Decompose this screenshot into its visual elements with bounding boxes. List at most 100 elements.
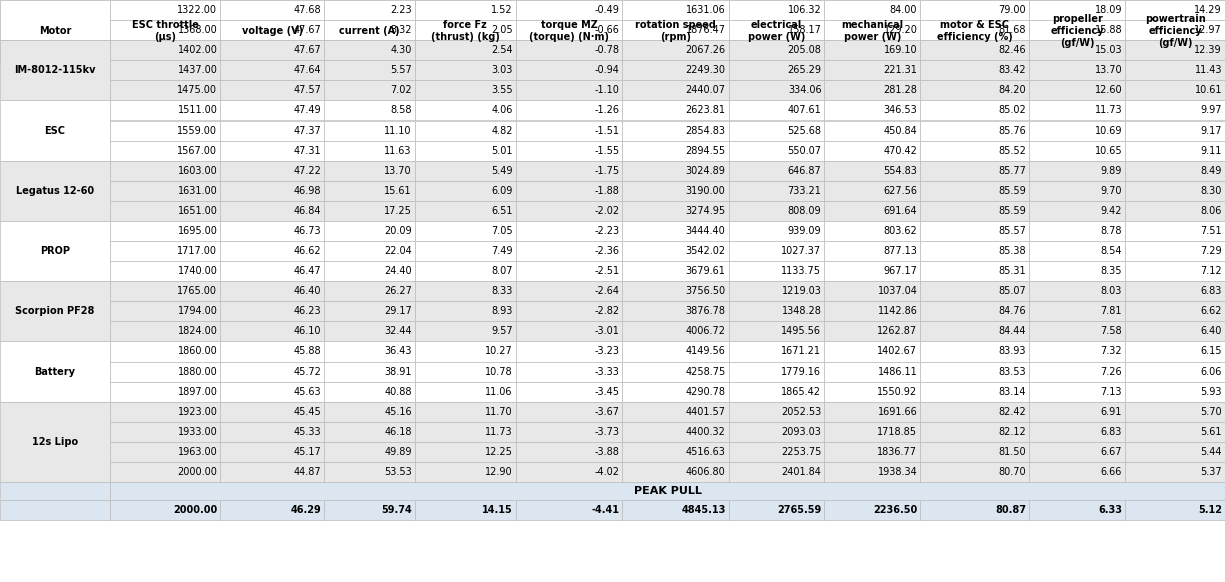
Bar xyxy=(415,402,516,422)
Bar xyxy=(110,402,220,422)
Bar xyxy=(325,382,415,402)
Bar xyxy=(824,281,920,301)
Bar xyxy=(325,0,415,62)
Text: force Fz
(thrust) (kg): force Fz (thrust) (kg) xyxy=(431,20,500,42)
Bar xyxy=(516,0,622,62)
Text: -1.51: -1.51 xyxy=(594,126,619,136)
Bar xyxy=(729,80,824,101)
Bar xyxy=(1029,40,1126,61)
Text: -3.67: -3.67 xyxy=(594,407,619,417)
Text: 11.73: 11.73 xyxy=(485,427,513,437)
Text: 8.78: 8.78 xyxy=(1101,226,1122,236)
Text: 3274.95: 3274.95 xyxy=(686,206,725,216)
Bar xyxy=(220,281,325,301)
Bar xyxy=(516,61,622,80)
Bar xyxy=(1126,101,1225,120)
Bar xyxy=(1029,181,1126,201)
Text: PEAK PULL: PEAK PULL xyxy=(633,486,702,496)
Text: 83.53: 83.53 xyxy=(998,367,1027,377)
Bar xyxy=(516,120,622,141)
Text: -1.55: -1.55 xyxy=(594,146,619,155)
Bar xyxy=(220,500,325,520)
Bar xyxy=(0,161,110,221)
Bar xyxy=(1029,161,1126,181)
Bar xyxy=(415,361,516,382)
Bar xyxy=(415,141,516,161)
Text: 1219.03: 1219.03 xyxy=(782,286,822,296)
Bar xyxy=(824,382,920,402)
Bar xyxy=(110,382,220,402)
Text: 83.14: 83.14 xyxy=(998,386,1027,396)
Text: 9.57: 9.57 xyxy=(491,327,513,336)
Text: 627.56: 627.56 xyxy=(883,186,918,196)
Bar xyxy=(824,462,920,482)
Bar xyxy=(110,221,220,241)
Text: 1402.67: 1402.67 xyxy=(877,346,918,356)
Bar xyxy=(1126,301,1225,321)
Text: 82.42: 82.42 xyxy=(998,407,1027,417)
Bar xyxy=(1029,241,1126,261)
Bar xyxy=(920,422,1029,442)
Bar xyxy=(110,342,220,361)
Text: 49.89: 49.89 xyxy=(385,447,412,457)
Text: ESC: ESC xyxy=(44,126,66,136)
Text: 26.27: 26.27 xyxy=(383,286,412,296)
Bar xyxy=(110,442,220,462)
Bar xyxy=(1126,221,1225,241)
Text: 40.88: 40.88 xyxy=(385,386,412,396)
Bar xyxy=(824,342,920,361)
Bar xyxy=(220,201,325,221)
Bar xyxy=(110,161,220,181)
Bar xyxy=(1126,361,1225,382)
Text: 6.06: 6.06 xyxy=(1200,367,1223,377)
Text: 346.53: 346.53 xyxy=(883,105,918,115)
Text: 2854.83: 2854.83 xyxy=(686,126,725,136)
Bar xyxy=(824,321,920,342)
Bar xyxy=(729,0,824,20)
Text: 85.76: 85.76 xyxy=(998,126,1027,136)
Text: 1027.37: 1027.37 xyxy=(782,246,822,256)
Text: 45.33: 45.33 xyxy=(294,427,321,437)
Text: 15.61: 15.61 xyxy=(385,186,412,196)
Text: 9.97: 9.97 xyxy=(1200,105,1223,115)
Bar xyxy=(516,342,622,361)
Text: 46.84: 46.84 xyxy=(294,206,321,216)
Bar xyxy=(622,181,729,201)
Text: 13.70: 13.70 xyxy=(385,166,412,176)
Text: 45.16: 45.16 xyxy=(385,407,412,417)
Bar xyxy=(325,301,415,321)
Text: 4845.13: 4845.13 xyxy=(681,505,725,515)
Text: 158.17: 158.17 xyxy=(788,25,822,35)
Bar xyxy=(516,221,622,241)
Bar xyxy=(220,382,325,402)
Text: 6.51: 6.51 xyxy=(491,206,513,216)
Text: 59.74: 59.74 xyxy=(381,505,412,515)
Bar xyxy=(1126,382,1225,402)
Bar xyxy=(220,442,325,462)
Bar xyxy=(920,402,1029,422)
Bar xyxy=(110,462,220,482)
Text: -3.33: -3.33 xyxy=(594,367,619,377)
Text: 12.39: 12.39 xyxy=(1194,45,1223,55)
Text: 1695.00: 1695.00 xyxy=(178,226,217,236)
Bar xyxy=(110,482,1225,500)
Text: 15.88: 15.88 xyxy=(1095,25,1122,35)
Text: 3190.00: 3190.00 xyxy=(686,186,725,196)
Text: torque MZ
(torque) (N·m): torque MZ (torque) (N·m) xyxy=(529,20,609,42)
Bar xyxy=(729,241,824,261)
Text: 8.03: 8.03 xyxy=(1101,286,1122,296)
Text: 8.54: 8.54 xyxy=(1101,246,1122,256)
Text: 9.11: 9.11 xyxy=(1200,146,1223,155)
Bar xyxy=(729,462,824,482)
Bar xyxy=(325,20,415,40)
Bar xyxy=(920,442,1029,462)
Bar xyxy=(1126,201,1225,221)
Bar xyxy=(1029,402,1126,422)
Bar xyxy=(415,161,516,181)
Bar xyxy=(516,201,622,221)
Text: 1437.00: 1437.00 xyxy=(178,65,217,75)
Bar xyxy=(110,422,220,442)
Bar xyxy=(824,40,920,61)
Bar xyxy=(824,161,920,181)
Bar xyxy=(220,40,325,61)
